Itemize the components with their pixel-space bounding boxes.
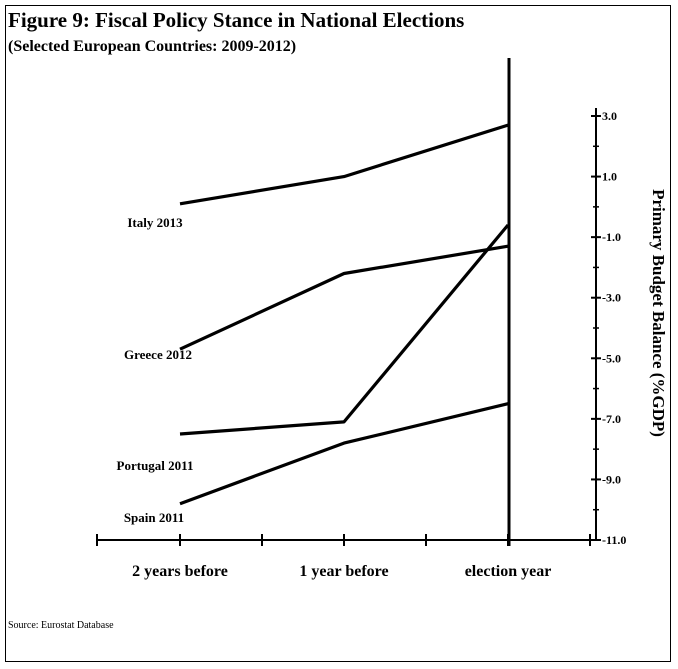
series-line-italy-2013	[179, 123, 509, 206]
series-line-portugal-2011	[179, 223, 510, 436]
y-tick-label: -3.0	[602, 291, 621, 305]
series-line-spain-2011	[179, 402, 509, 506]
chart-title: Figure 9: Fiscal Policy Stance in Nation…	[8, 8, 465, 32]
figure-frame	[5, 5, 671, 662]
series-label: Spain 2011	[124, 510, 184, 525]
chart-subtitle: (Selected European Countries: 2009-2012)	[8, 38, 297, 55]
series-label: Italy 2013	[127, 215, 183, 230]
source-note: Source: Eurostat Database	[8, 620, 114, 631]
x-tick-label: 2 years before	[132, 563, 228, 580]
y-tick-label: -11.0	[602, 533, 626, 547]
y-tick-label: 3.0	[602, 109, 617, 123]
x-tick-label: election year	[465, 563, 552, 580]
x-tick-label: 1 year before	[299, 563, 388, 580]
series-line-greece-2012	[179, 244, 509, 351]
y-axis-label: Primary Budget Balance (%GDP)	[649, 189, 668, 437]
y-tick-label: -5.0	[602, 351, 621, 365]
y-tick-label: 1.0	[602, 170, 617, 184]
series-label: Greece 2012	[124, 347, 192, 362]
series-label: Portugal 2011	[117, 458, 194, 473]
y-tick-label: -1.0	[602, 230, 621, 244]
y-tick-label: -7.0	[602, 412, 621, 426]
y-tick-label: -9.0	[602, 472, 621, 486]
